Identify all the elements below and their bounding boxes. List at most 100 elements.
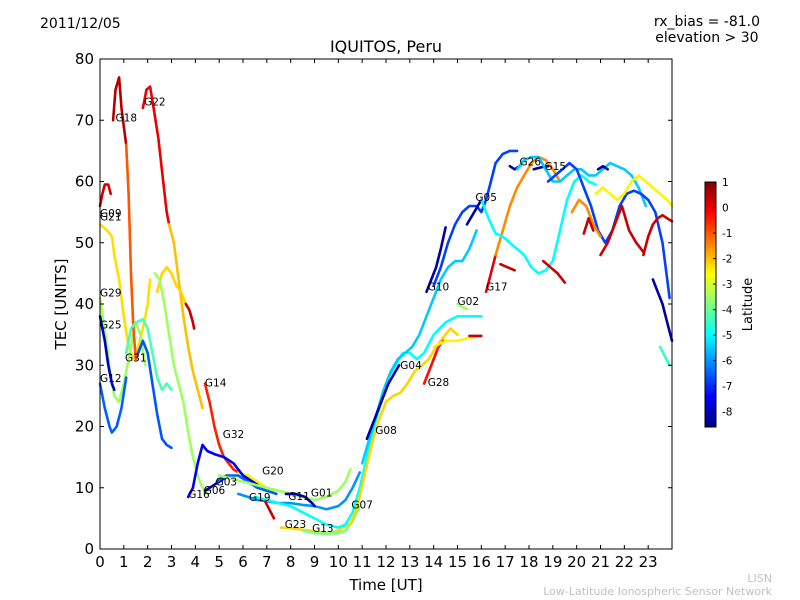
x-tick-label: 12 xyxy=(376,553,395,571)
sat-label-g16: G16 xyxy=(188,489,210,501)
y-axis-label: TEC [UNITS] xyxy=(52,259,70,351)
series-g18 xyxy=(111,76,128,147)
series-g10b xyxy=(456,302,469,311)
series-g23b xyxy=(279,523,350,535)
y-tick-label: 50 xyxy=(75,234,94,252)
sat-label-g12: G12 xyxy=(100,373,122,385)
series-g31 xyxy=(124,318,173,392)
series-g15b xyxy=(515,155,648,208)
series-g25 xyxy=(98,315,116,392)
x-tick-label: 23 xyxy=(639,553,658,571)
sat-label-g04: G04 xyxy=(400,360,422,372)
series-g27b xyxy=(599,204,645,257)
colorbar-tick-label: 0 xyxy=(722,203,729,215)
series-g26 xyxy=(480,174,597,275)
x-tick-label: 3 xyxy=(167,553,177,571)
y-axis: 0 10 20 30 40 50 60 70 80 xyxy=(75,50,672,558)
sat-label-g05: G05 xyxy=(475,192,497,204)
series-g05 xyxy=(432,149,519,287)
sat-label-g09: G09 xyxy=(100,208,122,220)
sat-label-g15: G15 xyxy=(545,161,567,173)
sat-label-g07: G07 xyxy=(351,500,373,512)
bias-info: rx_bias = -81.0 elevation > 30 xyxy=(654,14,760,46)
series-g12 xyxy=(98,376,128,434)
series-g27c xyxy=(642,213,674,257)
series-g24c xyxy=(582,217,595,235)
series-g17b xyxy=(494,155,562,257)
series-g17c xyxy=(542,259,567,284)
sat-label-g18: G18 xyxy=(116,113,138,125)
colorbar-tick-label: -8 xyxy=(722,407,732,419)
x-tick-label: 17 xyxy=(496,553,515,571)
colorbar-tick-label: -4 xyxy=(722,305,733,317)
x-tick-label: 10 xyxy=(329,553,348,571)
colorbar-tick-label: -1 xyxy=(722,228,732,240)
x-axis: 0 1 2 3 4 5 6 7 8 9 10 11 12 13 14 15 16 17 18 19 20 21 22 23 xyxy=(95,59,658,571)
sat-label-g19: G19 xyxy=(249,492,271,504)
x-tick-label: 19 xyxy=(543,553,562,571)
series-g16 xyxy=(186,443,264,499)
x-tick-label: 21 xyxy=(591,553,610,571)
y-tick-label: 60 xyxy=(75,173,94,191)
x-tick-label: 9 xyxy=(310,553,320,571)
rx-bias-text: rx_bias = -81.0 xyxy=(653,14,760,30)
x-tick-label: 18 xyxy=(519,553,538,571)
colorbar-tick-label: -2 xyxy=(722,254,732,266)
series-g29 xyxy=(98,296,147,404)
sat-label-g14: G14 xyxy=(205,378,227,390)
plot-series xyxy=(98,76,674,535)
y-tick-label: 40 xyxy=(75,295,94,313)
series-g27 xyxy=(594,174,674,208)
x-tick-label: 8 xyxy=(286,553,296,571)
series-g30b xyxy=(658,345,671,367)
colorbar-tick-label: -6 xyxy=(722,356,733,368)
colorbar-tick-label: -7 xyxy=(722,381,732,393)
series-g09 xyxy=(98,183,112,208)
x-tick-label: 14 xyxy=(424,553,443,571)
sat-label-g21: G21 xyxy=(100,212,122,224)
chart-title: IQUITOS, Peru xyxy=(329,37,443,56)
elevation-text: elevation > 30 xyxy=(655,30,759,46)
sat-label-g02: G02 xyxy=(458,296,480,308)
series-g23 xyxy=(263,498,276,520)
credit-line1: LISN xyxy=(747,572,772,585)
x-axis-label: Time [UT] xyxy=(348,576,422,594)
series-g08 xyxy=(349,327,459,526)
sat-label-g17: G17 xyxy=(486,282,508,294)
series-g11 xyxy=(236,471,362,511)
colorbar-bar xyxy=(704,181,717,428)
series-g30 xyxy=(651,278,674,343)
series-g24b xyxy=(570,198,602,238)
series-g04 xyxy=(360,229,478,465)
x-tick-label: 6 xyxy=(238,553,248,571)
series-g18b xyxy=(124,143,142,361)
x-tick-label: 4 xyxy=(191,553,201,571)
colorbar-tick-label: -3 xyxy=(722,279,732,291)
y-tick-label: 30 xyxy=(75,356,94,374)
x-tick-label: 7 xyxy=(262,553,272,571)
series-g22 xyxy=(141,85,171,226)
series-g14 xyxy=(203,382,240,474)
series-g17 xyxy=(484,253,497,294)
x-tick-label: 0 xyxy=(95,553,105,571)
series-g17d xyxy=(499,262,516,272)
x-tick-label: 20 xyxy=(567,553,586,571)
colorbar-label: Latitude xyxy=(741,278,756,332)
y-tick-label: 20 xyxy=(75,418,94,436)
series-g15 xyxy=(532,164,550,171)
sat-label-g28: G28 xyxy=(428,377,450,389)
x-tick-label: 15 xyxy=(448,553,467,571)
sat-label-g03: G03 xyxy=(216,476,238,488)
series-g22b xyxy=(167,223,204,410)
series-g06b xyxy=(596,164,609,171)
sat-label-g20: G20 xyxy=(262,465,284,477)
credit-line2: Low-Latitude Ionospheric Sensor Network xyxy=(543,585,772,598)
sat-label-g23: G23 xyxy=(285,519,307,531)
x-tick-label: 5 xyxy=(214,553,224,571)
y-tick-label: 10 xyxy=(75,479,94,497)
series-g32 xyxy=(155,266,188,306)
x-tick-label: 1 xyxy=(119,553,129,571)
sat-label-g29: G29 xyxy=(100,288,122,300)
